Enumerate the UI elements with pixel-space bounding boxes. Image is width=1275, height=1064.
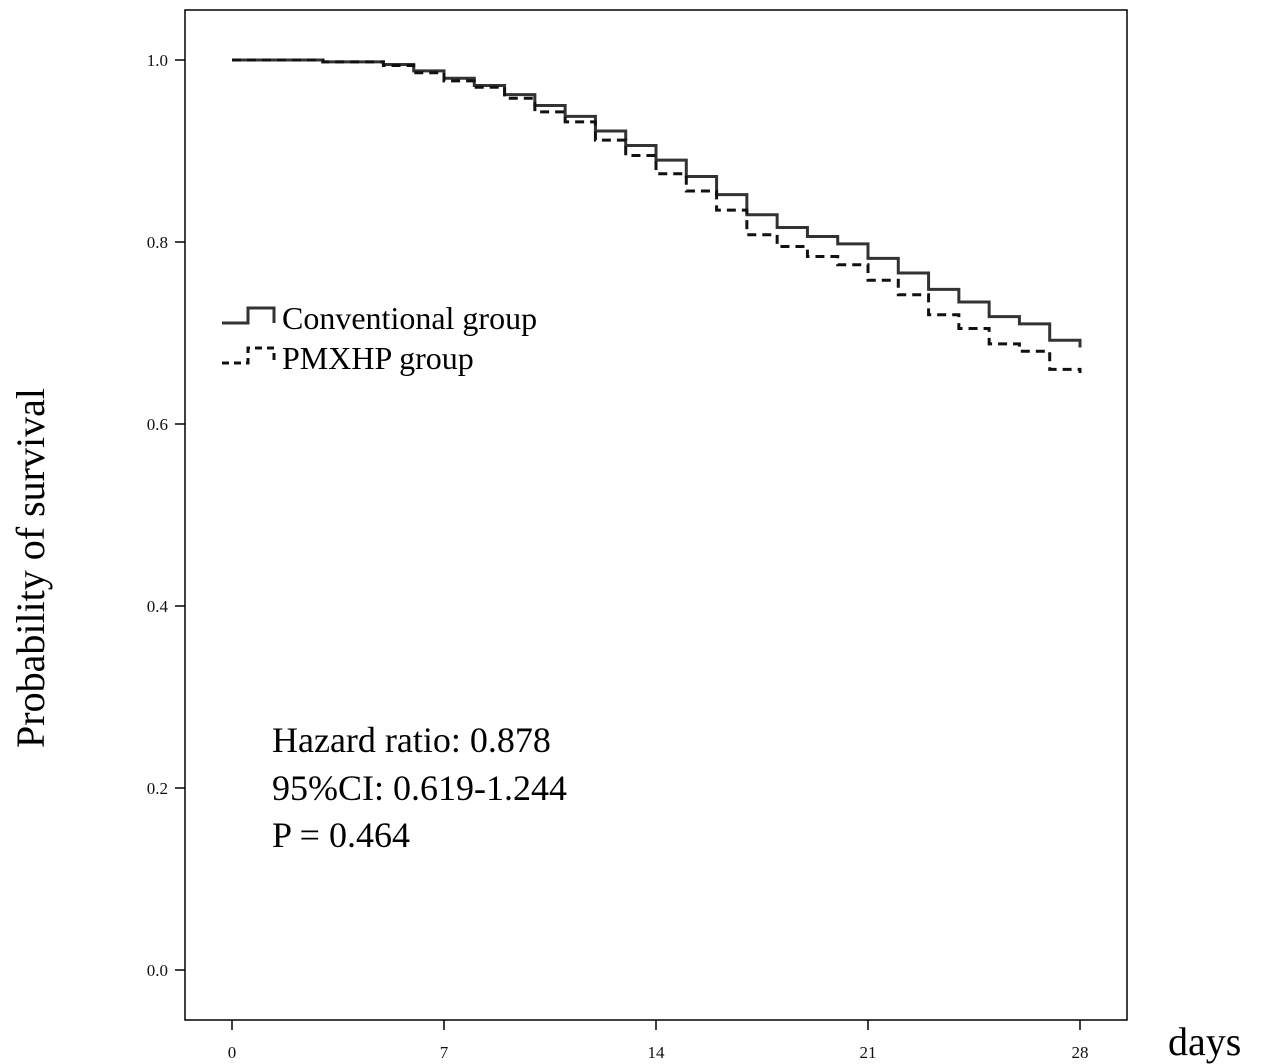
legend-label-conventional: Conventional group (282, 300, 537, 336)
legend-swatch-conventional (222, 306, 276, 325)
y-tick-label: 0.6 (147, 415, 168, 434)
y-tick-label: 0.0 (147, 961, 168, 980)
y-tick-label: 0.4 (147, 597, 169, 616)
x-axis-title: days (1168, 1019, 1241, 1064)
legend: Conventional group PMXHP group (222, 300, 537, 376)
p-value-text: P = 0.464 (272, 815, 410, 855)
legend-label-pmxhp: PMXHP group (282, 340, 474, 376)
x-axis: 0 7 14 21 28 (228, 1020, 1089, 1062)
stats-annotation: Hazard ratio: 0.878 95%CI: 0.619-1.244 P… (272, 720, 567, 855)
y-axis-title: Probability of survival (8, 388, 53, 748)
series-line-pmxhp (232, 58, 1082, 374)
y-tick-label: 0.2 (147, 779, 168, 798)
series-line-conventional (232, 58, 1082, 348)
x-tick-label: 7 (440, 1043, 449, 1062)
x-tick-label: 28 (1072, 1043, 1089, 1062)
y-tick-label: 0.8 (147, 233, 168, 252)
x-tick-label: 0 (228, 1043, 237, 1062)
x-tick-label: 14 (648, 1043, 666, 1062)
y-tick-label: 1.0 (147, 51, 168, 70)
confidence-interval-text: 95%CI: 0.619-1.244 (272, 768, 567, 808)
series-layer (232, 58, 1082, 374)
hazard-ratio-text: Hazard ratio: 0.878 (272, 720, 551, 760)
x-tick-label: 21 (860, 1043, 877, 1062)
y-axis: 0.0 0.2 0.4 0.6 0.8 1.0 (147, 51, 185, 980)
legend-swatch-pmxhp (222, 346, 276, 365)
